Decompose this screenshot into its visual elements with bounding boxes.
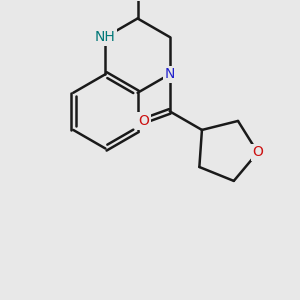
Text: N: N xyxy=(165,67,175,81)
Text: NH: NH xyxy=(95,30,116,44)
Text: O: O xyxy=(138,114,149,128)
Text: O: O xyxy=(252,146,263,160)
